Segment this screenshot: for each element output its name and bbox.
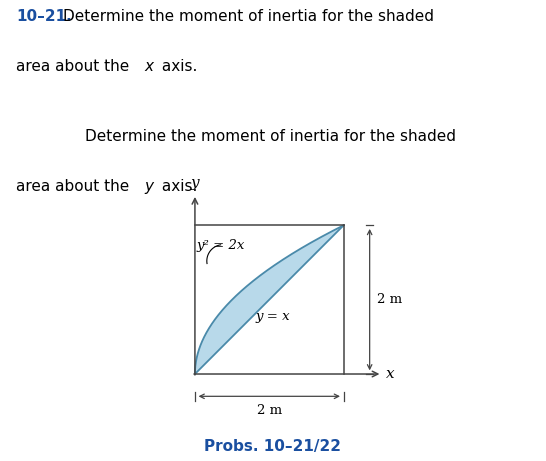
Text: axis.: axis. <box>157 179 198 194</box>
Text: area about the: area about the <box>16 59 134 74</box>
Text: x: x <box>386 367 395 381</box>
Text: 2 m: 2 m <box>257 404 282 417</box>
Text: y = x: y = x <box>256 309 290 323</box>
Text: axis.: axis. <box>157 59 198 74</box>
Text: 10–21.: 10–21. <box>16 9 72 24</box>
Text: Determine the moment of inertia for the shaded: Determine the moment of inertia for the … <box>63 9 434 24</box>
Text: Determine the moment of inertia for the shaded: Determine the moment of inertia for the … <box>85 129 455 144</box>
Text: y: y <box>191 176 199 189</box>
Text: x: x <box>145 59 153 74</box>
Text: 2 m: 2 m <box>377 293 402 306</box>
Text: area about the: area about the <box>16 179 134 194</box>
Text: y² = 2x: y² = 2x <box>197 239 245 252</box>
Text: y: y <box>145 179 153 194</box>
Text: Probs. 10–21/22: Probs. 10–21/22 <box>205 439 341 454</box>
Polygon shape <box>195 225 343 374</box>
